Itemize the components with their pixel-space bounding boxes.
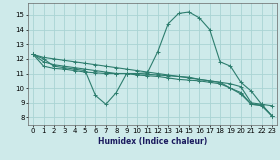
X-axis label: Humidex (Indice chaleur): Humidex (Indice chaleur)	[98, 137, 207, 146]
